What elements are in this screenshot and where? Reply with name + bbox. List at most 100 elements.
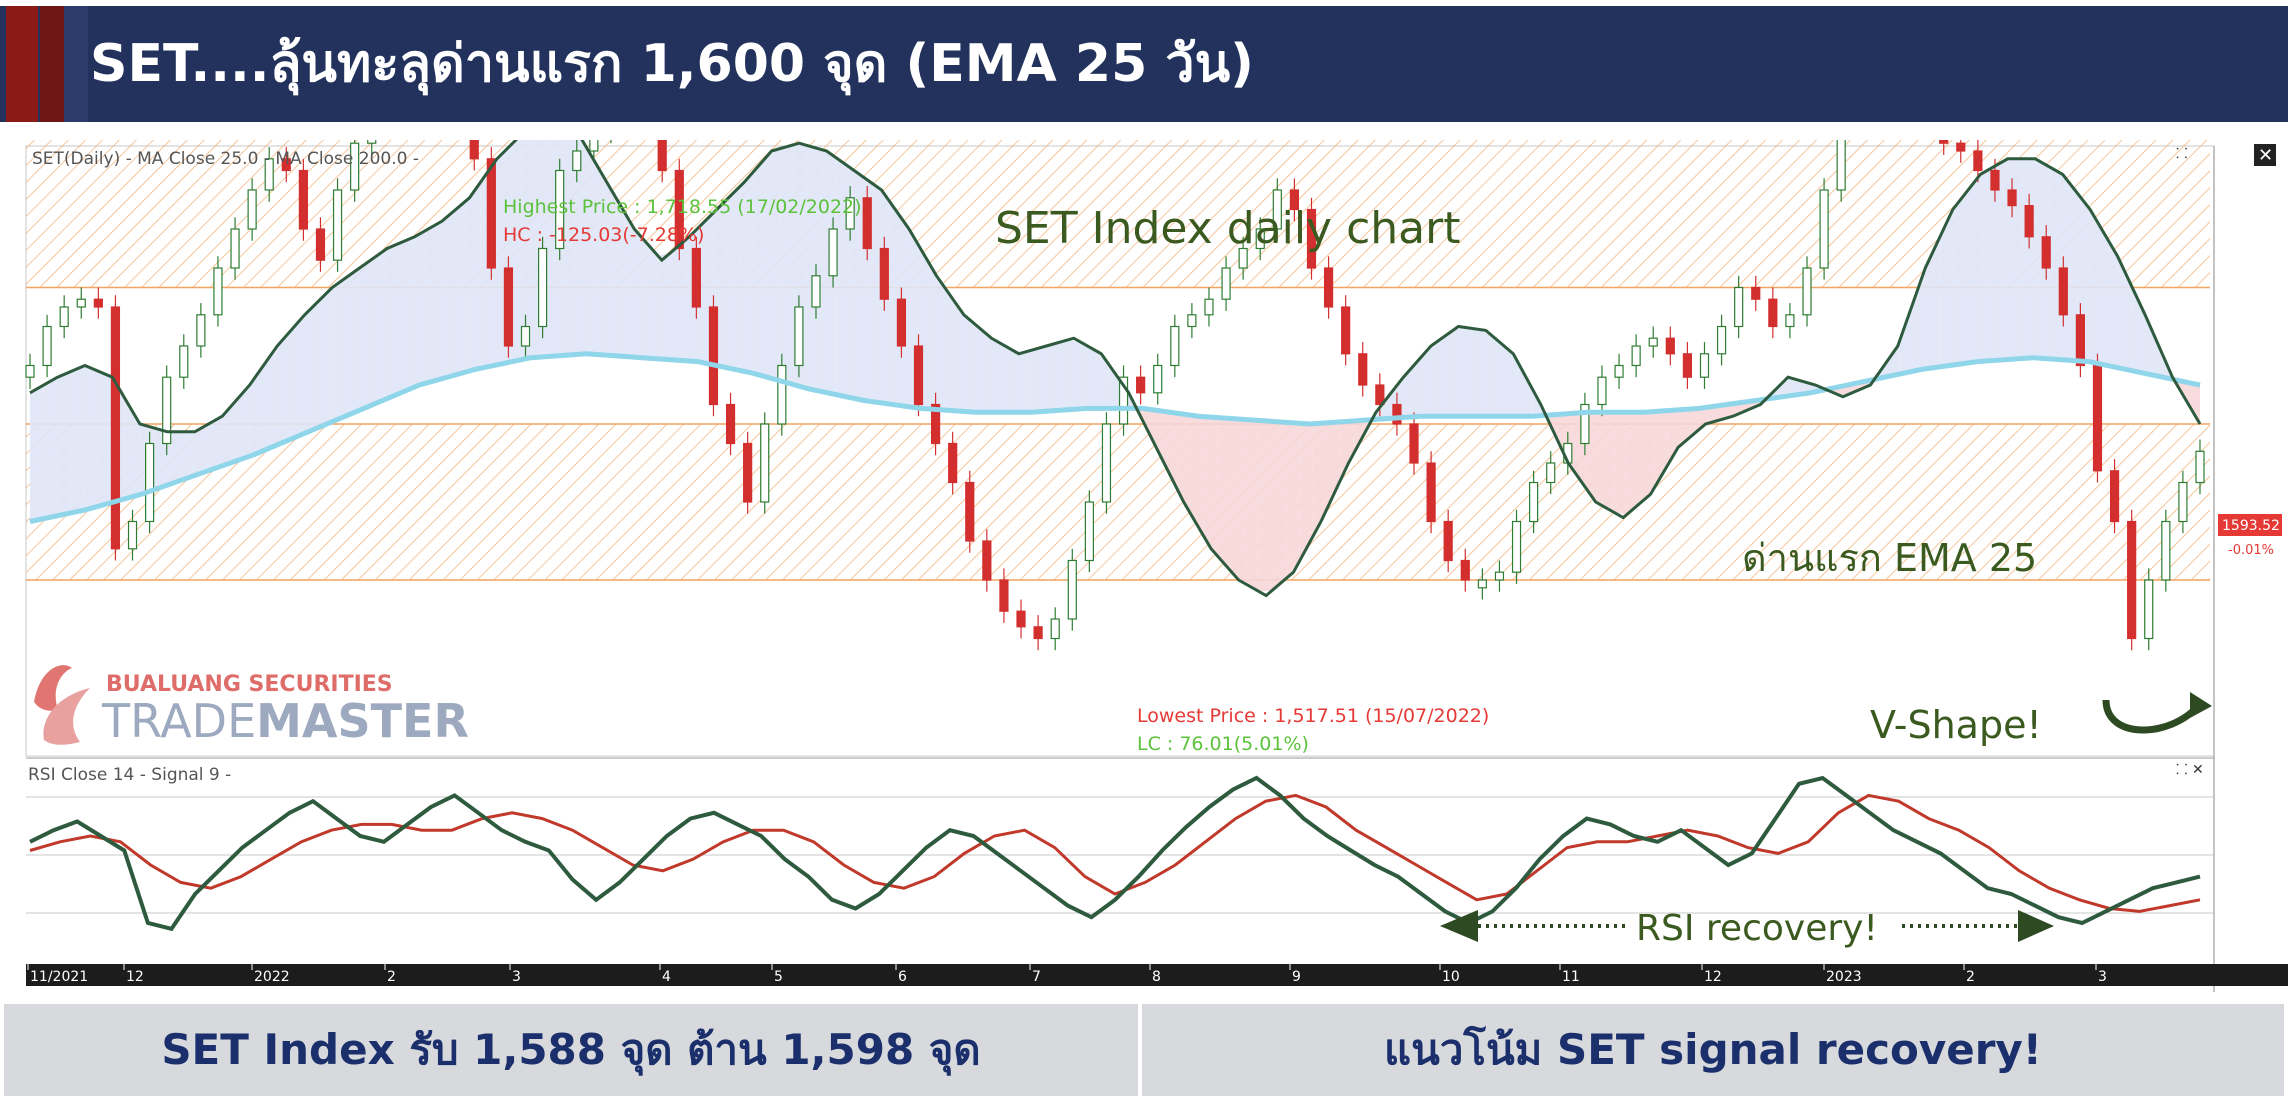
ma-gap-fill (70, 365, 85, 513)
ma-gap-fill (439, 211, 454, 380)
ma-gap-fill (1967, 173, 1982, 363)
ma-gap-fill (630, 222, 645, 358)
ma-gap-fill (1708, 405, 1723, 424)
candle-body (25, 364, 35, 378)
x-tick-label: 10 (1442, 969, 1460, 985)
candle-body (862, 197, 872, 250)
ma-gap-fill (1899, 301, 1914, 375)
candle-body (1477, 579, 1487, 589)
candle-body (572, 150, 582, 172)
ma-gap-fill (1776, 377, 1791, 398)
candle-body (2007, 189, 2017, 207)
ma-gap-fill (1981, 165, 1996, 362)
ma200-line (29, 351, 2201, 524)
candle-body (2109, 470, 2120, 523)
ma-gap-fill (1285, 422, 1300, 579)
x-tick-label: 4 (662, 969, 671, 985)
panel-resize-icon[interactable]: ⸬ (2176, 146, 2188, 162)
ma-gap-fill (1913, 264, 1928, 372)
x-tick-label: 12 (126, 969, 144, 985)
ma-gap-fill (1067, 340, 1081, 410)
ma-gap-fill (125, 399, 140, 499)
candle-body (1255, 228, 1265, 250)
candle-body (127, 520, 138, 550)
candle-body (589, 130, 599, 152)
candle-body (845, 197, 855, 230)
candle-body (76, 298, 86, 308)
candle-body (332, 189, 343, 261)
x-tick-label: 3 (2098, 969, 2107, 985)
ma-gap-fill (1080, 342, 1095, 409)
close-glyph: ✕ (2258, 145, 2273, 166)
candle-body (1631, 345, 1641, 367)
candle-body (110, 306, 121, 550)
candle-body (2075, 314, 2085, 367)
last-price-tag (2218, 514, 2282, 536)
ma-gap-fill (807, 145, 822, 392)
candle-body (1118, 376, 1129, 425)
watermark-line1: BUALUANG SECURITIES (106, 672, 393, 697)
ma-gap-fill (1927, 235, 1941, 369)
candle-body (1939, 91, 1949, 144)
rsi-panel-controls[interactable]: ⸬ ✕ (2176, 762, 2204, 778)
ma-gap-fill (371, 250, 385, 406)
rsi-arrow-left (1440, 910, 1478, 942)
candle-body (2178, 481, 2188, 523)
ma-gap-fill (1231, 418, 1245, 584)
candle-body (1187, 314, 1197, 328)
candle-body (469, 111, 479, 160)
candle-body (520, 325, 531, 347)
ma-gap-fill (521, 127, 535, 360)
ma-gap-fill (1258, 420, 1272, 592)
last-change-label: -0.01% (2228, 543, 2274, 558)
ma-gap-fill (357, 259, 372, 412)
ma-gap-fill (657, 251, 672, 360)
ma-gap-fill (780, 144, 795, 385)
ma-gap-fill (207, 416, 222, 472)
candle-body (2092, 364, 2103, 472)
ma-gap-fill (1599, 412, 1614, 512)
x-axis-bar (26, 964, 2288, 986)
x-tick-label: 6 (898, 969, 907, 985)
candle-body (1699, 353, 1710, 378)
ma-gap-fill (1667, 409, 1682, 466)
candle-body (1973, 150, 1983, 172)
candle-body (281, 158, 291, 172)
ma-gap-fill (1340, 420, 1354, 481)
close-icon[interactable] (2254, 144, 2276, 166)
rsi-recovery-label: RSI recovery! (1636, 908, 1878, 949)
ma-gap-fill (1463, 327, 1477, 417)
ma-gap-fill (1503, 345, 1518, 417)
x-tick-label: 11 (1562, 969, 1580, 985)
ma-gap-fill (1517, 361, 1532, 417)
candle-body (2041, 236, 2051, 269)
header-accent (64, 6, 88, 122)
x-tick-label: 3 (512, 969, 521, 985)
candle-body (196, 314, 206, 347)
rsi-legend: RSI Close 14 - Signal 9 - (28, 765, 231, 785)
candle-body (2195, 450, 2205, 484)
candle-body (1836, 111, 1846, 191)
candle-body (1341, 306, 1351, 355)
last-price-label: 1593.52 (2222, 518, 2280, 534)
zones-group (26, 130, 2210, 581)
candle-body (1033, 626, 1043, 640)
candle-body (965, 481, 975, 542)
candle-body (913, 345, 924, 406)
ma-gap-fill (453, 200, 467, 376)
ma-gap-fill (1613, 412, 1627, 515)
v-shape-label: V-Shape! (1870, 703, 2042, 747)
page-title: SET....ลุ้นทะลุด่านแรก 1,600 จุด (EMA 25… (90, 34, 1254, 94)
support-resistance-zone (26, 424, 2210, 580)
ma-lines-group (29, 118, 2202, 598)
candle-body (264, 158, 274, 191)
candle-body (247, 189, 257, 230)
ma-gap-fill (330, 279, 344, 423)
lowest-price-label: Lowest Price : 1,517.51 (15/07/2022) (1137, 705, 1489, 727)
ma-gap-fill (1203, 416, 1218, 556)
ma-gap-fill (1995, 158, 2009, 361)
ma-gap-fill (1271, 421, 1286, 591)
candle-body (1648, 337, 1658, 347)
candle-body (1289, 189, 1300, 211)
ma-gap-fill (343, 269, 358, 417)
